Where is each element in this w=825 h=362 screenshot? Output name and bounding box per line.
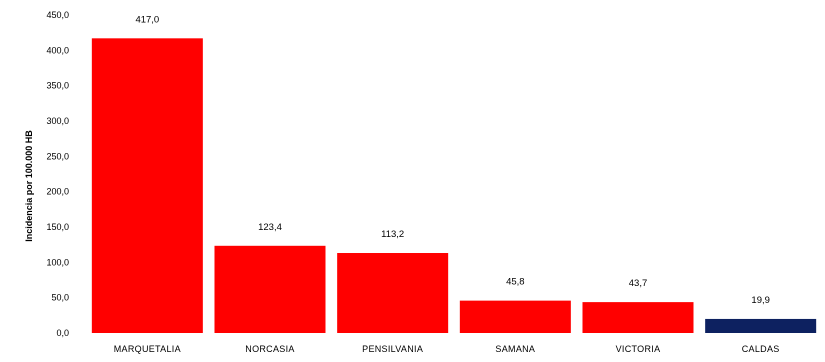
data-labels: 417,0 123,4 113,2 45,8 43,7 19,9 xyxy=(135,14,769,306)
bar-marquetalia xyxy=(91,38,203,333)
bar-norcasia xyxy=(214,245,326,333)
bar-samana xyxy=(459,300,571,333)
data-label: 43,7 xyxy=(629,278,648,289)
x-tick-label: NORCASIA xyxy=(245,344,294,354)
y-tick-label: 300,0 xyxy=(46,116,69,126)
y-tick-label: 50,0 xyxy=(51,293,69,303)
y-tick-label: 400,0 xyxy=(46,45,69,55)
x-tick-label: PENSILVANIA xyxy=(362,344,423,354)
y-tick-label: 450,0 xyxy=(46,10,69,20)
y-tick-label: 200,0 xyxy=(46,187,69,197)
y-tick-label: 150,0 xyxy=(46,222,69,232)
data-label: 417,0 xyxy=(135,14,159,25)
bar-caldas xyxy=(705,318,817,333)
bar-victoria xyxy=(582,302,694,333)
y-tick-label: 350,0 xyxy=(46,81,69,91)
y-tick-label: 0,0 xyxy=(56,328,69,338)
y-axis-title: Incidencia por 100.000 HB xyxy=(24,130,34,242)
data-label: 45,8 xyxy=(506,277,525,288)
x-tick-label: SAMANA xyxy=(495,344,535,354)
x-tick-label: MARQUETALIA xyxy=(114,344,181,354)
data-label: 123,4 xyxy=(258,222,282,233)
y-tick-label: 100,0 xyxy=(46,257,69,267)
x-axis: MARQUETALIA NORCASIA PENSILVANIA SAMANA VICT… xyxy=(114,344,780,354)
data-label: 19,9 xyxy=(751,295,770,306)
x-tick-label: CALDAS xyxy=(742,344,780,354)
y-axis: 0,0 50,0 100,0 150,0 200,0 250,0 300,0 350,0 400… xyxy=(46,10,69,338)
bar-pensilvania xyxy=(337,253,449,333)
bars xyxy=(91,38,817,333)
x-tick-label: VICTORIA xyxy=(616,344,661,354)
y-tick-label: 250,0 xyxy=(46,151,69,161)
data-label: 113,2 xyxy=(381,229,404,240)
